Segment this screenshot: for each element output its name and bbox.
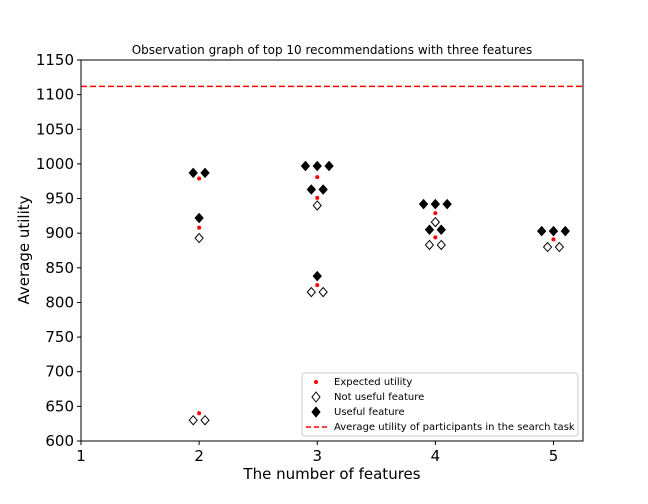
x-tick-label: 2 [194,447,204,465]
legend: Expected utility Not useful feature Usef… [301,372,579,437]
not-useful-feature-point [312,200,322,211]
plot-area: 1 2 3 4 5 600 650 700 750 800 850 900 950 1000 1050 110… [36,51,584,465]
not-useful-feature-point [436,239,446,251]
expected-utility-point [315,195,320,200]
y-tick-label: 1050 [36,120,74,138]
expected-utility-point [551,237,556,242]
useful-feature-point [300,160,311,172]
y-tick-label: 900 [45,224,74,242]
y-tick-label: 700 [45,363,74,381]
expected-utility-point [315,175,320,180]
useful-feature-point [306,184,316,195]
legend-box [301,372,579,437]
chart-title: Observation graph of top 10 recommendati… [132,43,533,57]
legend-label-useful-feature: Useful feature [334,407,405,418]
not-useful-feature-point [542,241,553,253]
expected-utility-point [197,411,202,416]
not-useful-feature-point [430,216,441,228]
x-tick-label: 4 [431,447,441,465]
expected-utility-point [197,176,202,181]
y-axis-label: Average utility [15,195,33,304]
legend-marker-expected-utility [314,380,318,384]
legend-marker-not-useful-feature [311,391,321,403]
not-useful-feature-point [554,241,565,253]
not-useful-feature-point [200,414,210,426]
x-tick-label: 5 [549,447,559,465]
useful-feature-point [194,212,204,224]
useful-feature-point [430,198,441,210]
useful-feature-point [200,167,210,179]
useful-feature-point [424,224,435,235]
useful-feature-point [436,224,446,235]
not-useful-feature-point [424,239,435,251]
y-tick-label: 850 [45,259,74,277]
x-axis-label: The number of features [242,465,420,483]
not-useful-feature-point [306,286,316,298]
useful-feature-point [324,160,334,172]
not-useful-feature-point [194,232,204,244]
expected-utility-point [315,283,320,288]
expected-utility-point [433,235,438,240]
plot-frame [80,59,584,442]
useful-feature-point [442,198,452,210]
useful-feature-point [560,225,570,237]
useful-feature-point [312,270,322,282]
legend-label-average-utility-line: Average utility of participants in the s… [334,422,575,433]
legend-label-expected-utility: Expected utility [334,377,412,388]
y-tick-label: 800 [45,293,74,311]
x-tick-label: 1 [76,447,86,465]
useful-feature-point [188,167,198,179]
not-useful-feature-point [188,414,198,426]
y-tick-label: 1000 [36,155,74,173]
not-useful-feature-point [318,286,328,298]
y-tick-label: 750 [45,328,74,346]
legend-label-not-useful-feature: Not useful feature [334,392,424,403]
x-tick-label: 3 [312,447,322,465]
legend-marker-useful-feature [311,406,321,418]
y-tick-label: 950 [45,190,74,208]
useful-feature-point [312,160,322,172]
useful-feature-point [418,198,429,210]
y-tick-label: 1150 [36,51,74,69]
y-tick-label: 650 [45,397,74,415]
useful-feature-point [318,184,328,195]
useful-feature-point [548,225,559,237]
y-tick-label: 600 [45,432,74,450]
expected-utility-point [197,225,202,230]
useful-feature-point [536,225,547,237]
expected-utility-point [433,211,438,216]
y-tick-label: 1100 [36,86,74,104]
